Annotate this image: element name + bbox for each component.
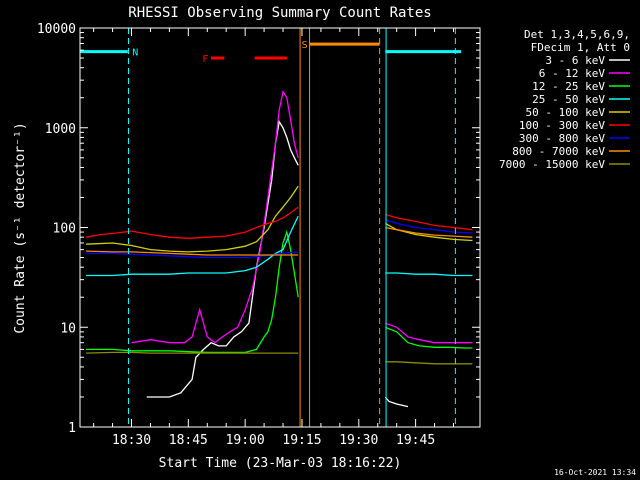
legend-header-1: FDecim 1, Att 0 [531,41,630,54]
x-tick-label-0: 18:30 [112,433,151,448]
legend-label-7: 800 - 7000 keV [512,145,605,158]
legend-label-5: 100 - 300 keV [519,119,605,132]
axes-layer: 18:30 18:45 19:00 19:15 19:30 19:45 1 10 100 1000… [37,22,480,448]
annotation-n: N [132,48,138,59]
series-line-11 [385,326,473,349]
y-axis-label: Count Rate (s⁻¹ detector⁻¹) [13,122,28,333]
series-line-10 [385,322,473,344]
y-tick-label-0: 1 [68,421,76,436]
footer-timestamp: 16-Oct-2021 13:34 [554,468,636,477]
legend-label-2: 12 - 25 keV [532,80,605,93]
x-tick-label-1: 18:45 [169,433,208,448]
annotation-f: F [202,54,208,65]
series-line-17 [385,361,473,365]
flag-bars-layer: N F S [80,40,462,65]
series-line-2 [86,229,299,354]
series-line-5 [85,206,299,239]
legend: Det 1,3,4,5,6,9,FDecim 1, Att 03 - 6 keV… [499,28,630,171]
series-line-13 [384,222,473,242]
series-line-4 [86,185,299,253]
x-axis-label: Start Time (23-Mar-03 18:16:22) [159,456,402,471]
y-tick-label-4: 10000 [37,22,76,37]
annotation-s: S [302,40,308,51]
series-line-14 [385,213,473,231]
legend-label-6: 300 - 800 keV [519,132,605,145]
legend-header-0: Det 1,3,4,5,6,9, [524,28,630,41]
series-line-0 [146,119,299,398]
x-tick-label-4: 19:30 [339,433,378,448]
series-line-8 [86,351,299,354]
x-tick-label-2: 19:00 [226,433,265,448]
series-line-15 [385,218,473,234]
series-line-1 [131,89,299,344]
y-tick-label-2: 100 [53,222,76,237]
x-tick-label-5: 19:45 [396,433,435,448]
series-line-16 [385,226,473,238]
chart-title: RHESSI Observing Summary Count Rates [128,5,431,21]
series-line-3 [86,215,299,277]
legend-label-4: 50 - 100 keV [526,106,606,119]
y-tick-label-1: 10 [60,321,76,336]
legend-label-0: 3 - 6 keV [545,54,605,67]
legend-label-8: 7000 - 15000 keV [499,158,605,171]
x-tick-label-3: 19:15 [282,433,321,448]
series-line-9 [384,396,409,408]
y-tick-label-3: 1000 [45,122,76,137]
legend-label-3: 25 - 50 keV [532,93,605,106]
legend-label-1: 6 - 12 keV [539,67,606,80]
series-line-12 [385,272,473,277]
